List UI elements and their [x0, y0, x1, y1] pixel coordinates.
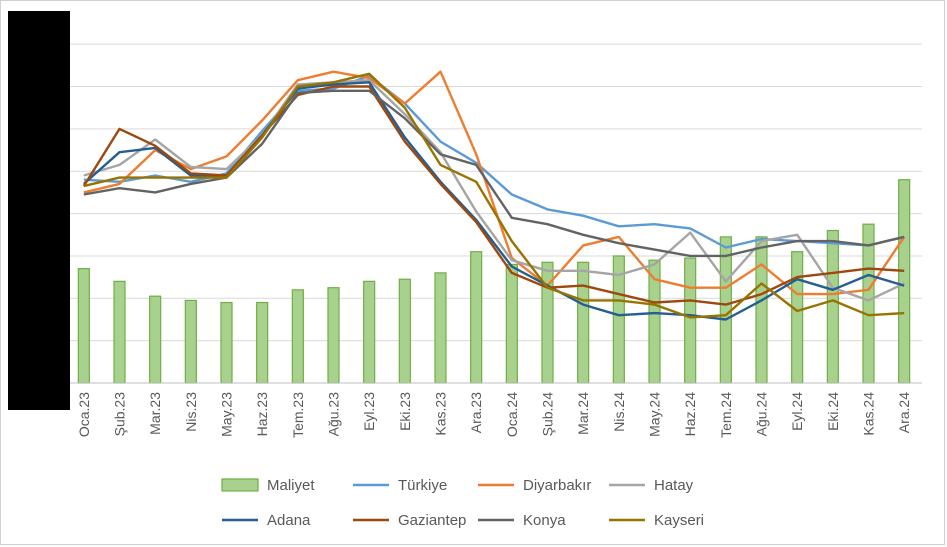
legend-item: Maliyet: [221, 477, 315, 494]
bar-maliyet: [791, 251, 804, 384]
legend-item: Diyarbakır: [478, 477, 591, 494]
bar-maliyet: [577, 261, 590, 384]
x-tick-label: Ağu.24: [754, 392, 770, 437]
x-tick-label: Şub.23: [112, 392, 128, 437]
legend-item: Konya: [478, 512, 566, 529]
bar-maliyet: [755, 236, 768, 384]
bar-maliyet: [291, 289, 304, 384]
line-kayseri: [83, 72, 905, 319]
legend-item: Türkiye: [353, 477, 447, 494]
x-tick-label: Tem.23: [290, 392, 306, 438]
x-tick-label: Oca.23: [76, 392, 92, 437]
bar-maliyet: [77, 268, 90, 384]
x-tick-label: Nis.23: [183, 392, 199, 432]
line-series: [82, 70, 906, 321]
bar-maliyet: [898, 179, 911, 384]
x-tick-label: Mar.23: [147, 392, 163, 435]
line-türkiye: [83, 74, 905, 249]
legend-item: Adana: [222, 512, 311, 529]
legend-label: Gaziantep: [398, 512, 466, 529]
x-tick-label: Ara.24: [896, 392, 912, 433]
bar-maliyet: [470, 251, 483, 384]
y-axis-redaction-block: [8, 11, 70, 410]
bar-maliyet: [149, 295, 162, 384]
x-tick-label: Eyl.23: [361, 392, 377, 431]
line-diyarbakır: [83, 70, 906, 296]
bar-maliyet: [220, 301, 233, 384]
legend-label: Kayseri: [654, 512, 704, 529]
x-tick-label: May.24: [647, 392, 663, 437]
x-tick-label: Kas.24: [861, 392, 877, 436]
legend-label: Adana: [267, 512, 311, 529]
legend-label: Konya: [523, 512, 566, 529]
legend-item: Hatay: [609, 477, 694, 494]
x-tick-label: Eyl.24: [789, 392, 805, 431]
x-tick-label: Mar.24: [575, 392, 591, 435]
legend-item: Gaziantep: [353, 512, 466, 529]
bar-maliyet: [826, 229, 839, 384]
bar-maliyet: [363, 280, 376, 384]
legend-label: Diyarbakır: [523, 477, 591, 494]
legend-swatch: [221, 478, 259, 492]
bar-maliyet: [327, 287, 340, 384]
legend: Maliyet Türkiye Diyarbakır Hatay Adana Gazian…: [221, 477, 704, 529]
x-tick-label: Şub.24: [540, 392, 556, 437]
bar-maliyet: [505, 263, 518, 384]
x-tick-label: Ağu.23: [326, 392, 342, 437]
line-hatay: [83, 78, 905, 302]
bar-maliyet: [113, 280, 126, 384]
bar-maliyet: [398, 278, 411, 384]
legend-label: Hatay: [654, 477, 694, 494]
x-tick-label: Eki.23: [397, 392, 413, 431]
x-tick-label: Haz.24: [682, 392, 698, 437]
bar-maliyet: [434, 272, 447, 384]
bar-maliyet: [862, 223, 875, 384]
bar-maliyet: [256, 301, 269, 384]
x-tick-label: Nis.24: [611, 392, 627, 432]
legend-item: Kayseri: [609, 512, 704, 529]
x-tick-label: May.23: [219, 392, 235, 437]
bar-maliyet: [719, 236, 732, 384]
x-tick-label: Kas.23: [433, 392, 449, 436]
x-tick-label: Oca.24: [504, 392, 520, 437]
x-tick-label: Haz.23: [254, 392, 270, 437]
bar-maliyet: [684, 257, 697, 384]
x-tick-label: Tem.24: [718, 392, 734, 438]
bar-maliyet: [184, 299, 197, 384]
x-tick-label: Ara.23: [468, 392, 484, 433]
x-tick-labels: Oca.23 Şub.23 Mar.23 Nis.23 May.23 Haz.23 Tem.…: [76, 392, 912, 438]
x-tick-label: Eki.24: [825, 392, 841, 431]
legend-label: Türkiye: [398, 477, 447, 494]
line-gaziantep: [82, 85, 905, 306]
legend-label: Maliyet: [267, 477, 315, 494]
